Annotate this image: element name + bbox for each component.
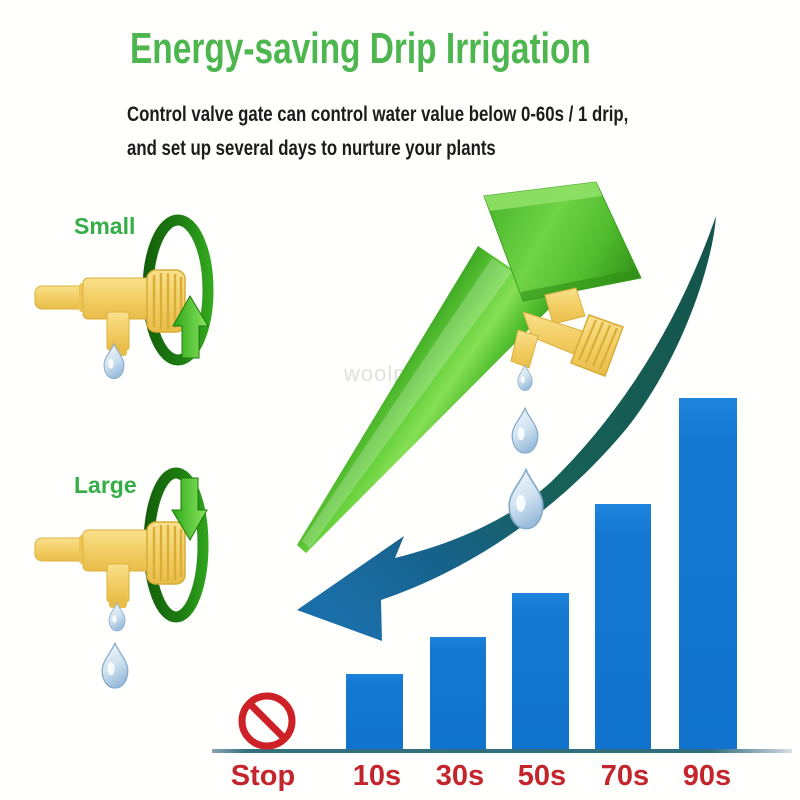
bar-10s — [346, 674, 403, 751]
small-valve-label: Small — [74, 213, 136, 239]
large-valve-label: Large — [74, 472, 137, 498]
decreasing-water-curve-arrow-icon — [297, 216, 716, 641]
no-drip-prohibition-icon — [238, 692, 296, 750]
subtitle-line-1: Control valve gate can control water val… — [127, 103, 629, 126]
axis-label-10s: 10s — [352, 760, 402, 792]
small-valve-illustration — [33, 268, 187, 358]
rotation-ring-small-icon — [142, 214, 214, 366]
water-drop-icon — [103, 343, 125, 380]
large-valve-illustration — [33, 520, 187, 610]
water-drop-icon — [108, 602, 126, 632]
water-drop-icon — [511, 407, 539, 454]
rotation-ring-large-icon — [143, 467, 209, 623]
water-drop-icon — [517, 364, 533, 391]
bar-70s — [595, 504, 651, 751]
watermark-text: woolprice — [344, 361, 446, 386]
water-drop-icon — [508, 468, 544, 530]
water-drop-icon — [101, 642, 129, 689]
axis-label-stop: Stop — [230, 760, 296, 792]
rotate-down-arrow-icon — [171, 477, 208, 541]
chart-baseline — [212, 749, 792, 753]
bar-50s — [512, 593, 569, 751]
bar-90s — [679, 398, 737, 751]
axis-label-70s: 70s — [600, 760, 650, 792]
rotate-up-arrow-icon — [172, 295, 209, 359]
page-title: Energy-saving Drip Irrigation — [130, 24, 591, 73]
axis-label-50s: 50s — [517, 760, 567, 792]
subtitle-line-2: and set up several days to nurture your … — [127, 137, 496, 160]
axis-label-90s: 90s — [682, 760, 732, 792]
axis-label-30s: 30s — [435, 760, 485, 792]
bar-30s — [430, 637, 486, 751]
spike-valve-illustration — [510, 287, 624, 377]
